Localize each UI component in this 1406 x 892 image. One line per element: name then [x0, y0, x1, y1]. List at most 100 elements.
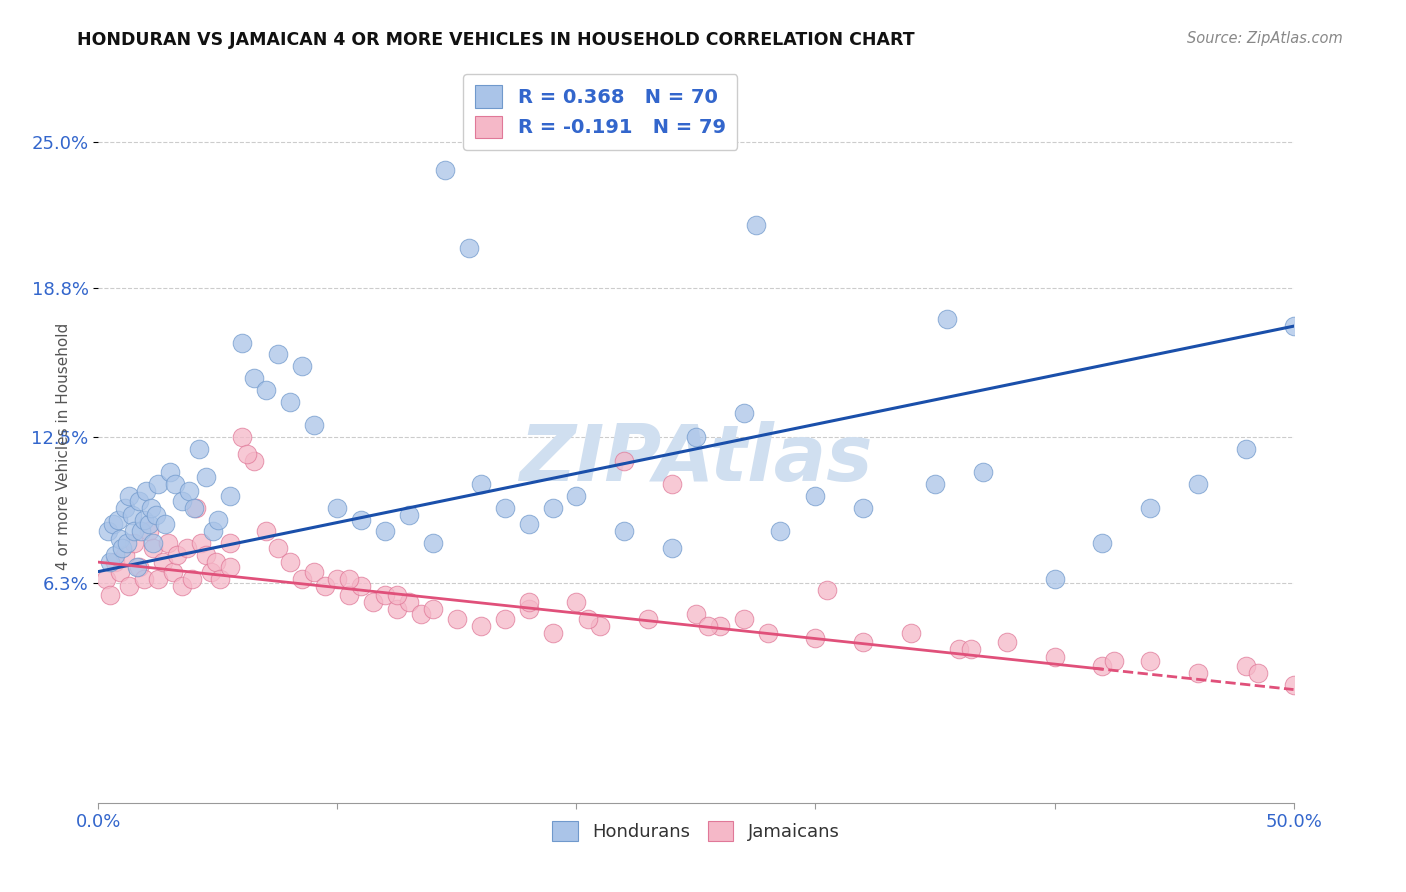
Point — [207, 513, 229, 527]
Point — [132, 513, 155, 527]
Point — [374, 588, 396, 602]
Point — [733, 612, 755, 626]
Point — [145, 508, 167, 522]
Point — [589, 619, 612, 633]
Point — [1234, 442, 1257, 456]
Point — [1091, 536, 1114, 550]
Point — [190, 536, 212, 550]
Point — [142, 536, 165, 550]
Point — [118, 579, 141, 593]
Point — [124, 524, 146, 539]
Point — [108, 565, 131, 579]
Point — [104, 555, 127, 569]
Point — [339, 572, 361, 586]
Text: ZIPAtlas: ZIPAtlas — [519, 421, 873, 497]
Point — [398, 595, 420, 609]
Point — [661, 477, 683, 491]
Point — [709, 619, 731, 633]
Point — [118, 489, 141, 503]
Point — [114, 500, 136, 515]
Point — [176, 541, 198, 555]
Point — [108, 532, 131, 546]
Point — [697, 619, 720, 633]
Point — [1282, 678, 1305, 692]
Point — [107, 513, 129, 527]
Point — [1247, 666, 1270, 681]
Point — [183, 500, 205, 515]
Text: 4 or more Vehicles in Household: 4 or more Vehicles in Household — [56, 322, 70, 570]
Point — [339, 588, 361, 602]
Point — [541, 500, 564, 515]
Point — [613, 453, 636, 467]
Point — [267, 541, 290, 555]
Point — [125, 559, 148, 574]
Point — [637, 612, 659, 626]
Point — [179, 484, 201, 499]
Point — [578, 612, 600, 626]
Point — [385, 588, 409, 602]
Point — [517, 517, 540, 532]
Point — [756, 626, 779, 640]
Point — [231, 430, 253, 444]
Point — [121, 508, 143, 522]
Point — [374, 524, 396, 539]
Point — [128, 559, 150, 574]
Point — [804, 489, 827, 503]
Point — [159, 466, 181, 480]
Text: Source: ZipAtlas.com: Source: ZipAtlas.com — [1187, 31, 1343, 46]
Point — [422, 536, 444, 550]
Point — [231, 335, 253, 350]
Point — [235, 447, 257, 461]
Point — [1043, 649, 1066, 664]
Point — [661, 541, 683, 555]
Point — [411, 607, 433, 621]
Point — [128, 493, 150, 508]
Point — [219, 559, 242, 574]
Point — [139, 500, 162, 515]
Point — [278, 394, 301, 409]
Point — [94, 572, 117, 586]
Point — [385, 602, 409, 616]
Point — [302, 418, 325, 433]
Point — [972, 466, 994, 480]
Point — [138, 524, 160, 539]
Point — [541, 626, 564, 640]
Point — [422, 602, 444, 616]
Point — [148, 477, 170, 491]
Point — [434, 163, 457, 178]
Point — [398, 508, 420, 522]
Point — [114, 548, 136, 562]
Point — [156, 536, 179, 550]
Point — [243, 371, 266, 385]
Point — [1187, 477, 1209, 491]
Point — [900, 626, 922, 640]
Point — [852, 635, 875, 649]
Point — [1043, 572, 1066, 586]
Point — [254, 524, 277, 539]
Point — [291, 572, 314, 586]
Point — [565, 489, 588, 503]
Point — [172, 493, 194, 508]
Point — [924, 477, 946, 491]
Point — [98, 555, 122, 569]
Point — [138, 517, 160, 532]
Point — [186, 500, 208, 515]
Point — [172, 579, 194, 593]
Point — [517, 595, 540, 609]
Point — [152, 555, 174, 569]
Point — [995, 635, 1018, 649]
Point — [219, 489, 242, 503]
Point — [162, 565, 184, 579]
Point — [163, 477, 186, 491]
Point — [195, 548, 218, 562]
Point — [948, 642, 970, 657]
Point — [195, 470, 218, 484]
Point — [135, 484, 157, 499]
Point — [243, 453, 266, 467]
Point — [1091, 659, 1114, 673]
Point — [1139, 500, 1161, 515]
Point — [148, 572, 170, 586]
Point — [458, 241, 481, 255]
Point — [1282, 319, 1305, 334]
Point — [302, 565, 325, 579]
